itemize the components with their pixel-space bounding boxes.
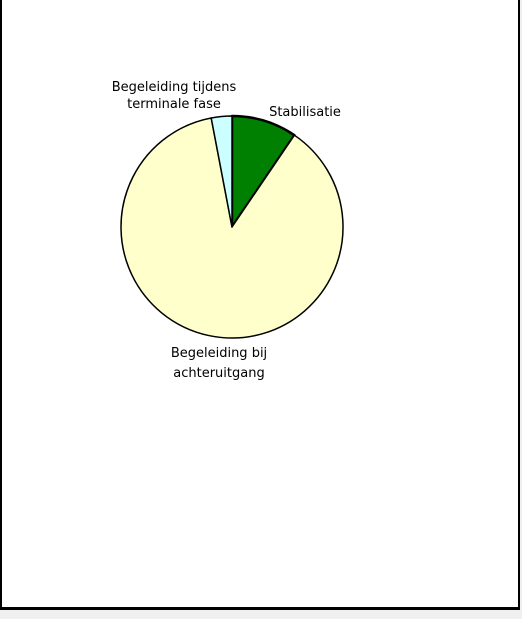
slice-label-2-line-1: Begeleiding bij bbox=[171, 346, 267, 361]
pie-labels: Stabilisatie Begeleiding bij achteruitgang… bbox=[112, 80, 341, 381]
slice-label-3-line-2: terminale fase bbox=[127, 97, 221, 112]
pie-slice-2 bbox=[120, 117, 344, 339]
pie-slices bbox=[120, 114, 344, 339]
slice-label-3-line-1: Begeleiding tijdens bbox=[112, 80, 237, 95]
slice-label-2-line-2: achteruitgang bbox=[173, 366, 264, 381]
slice-label-1-line-1: Stabilisatie bbox=[269, 105, 341, 120]
pie-slice-3 bbox=[210, 115, 233, 228]
